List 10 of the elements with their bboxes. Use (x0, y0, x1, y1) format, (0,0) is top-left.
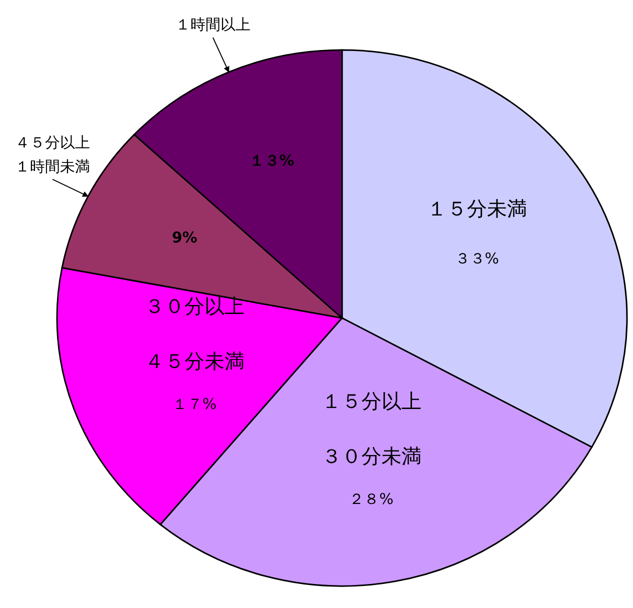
data-label: ２８% (349, 490, 394, 508)
slice-label: １時間以上 (175, 16, 250, 34)
slice-label: ４５分以上１時間未満 (15, 133, 90, 176)
category-label: ３０分以上４５分未満 (144, 294, 245, 373)
data-label: １７% (172, 394, 217, 413)
data-label: ３３% (454, 249, 500, 268)
data-label: 9% (172, 228, 198, 247)
category-label: １５分以上３０分未満 (321, 388, 422, 468)
slice-label: １５分未満 (426, 196, 527, 220)
data-label: １３% (249, 152, 294, 170)
